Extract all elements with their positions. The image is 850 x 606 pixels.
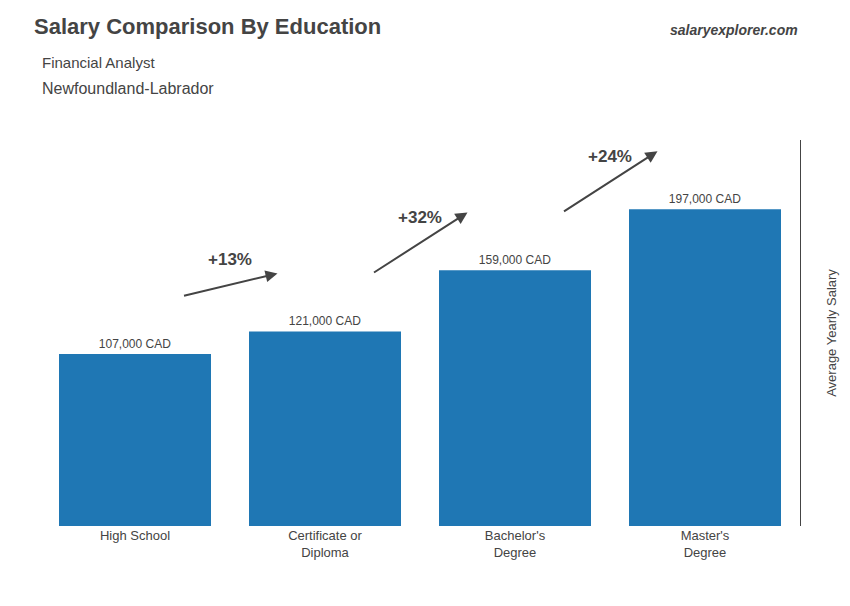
svg-text:Newfoundland-Labrador: Newfoundland-Labrador xyxy=(42,80,214,97)
svg-text:+24%: +24% xyxy=(588,147,632,166)
svg-text:Salary Comparison By Education: Salary Comparison By Education xyxy=(34,14,381,39)
svg-text:High School: High School xyxy=(100,528,170,543)
svg-text:Master'sDegree: Master'sDegree xyxy=(681,528,730,560)
svg-text:197,000 CAD: 197,000 CAD xyxy=(669,192,741,206)
svg-text:159,000 CAD: 159,000 CAD xyxy=(479,253,551,267)
svg-text:Financial Analyst: Financial Analyst xyxy=(42,54,155,71)
svg-text:121,000 CAD: 121,000 CAD xyxy=(289,314,361,328)
svg-text:salaryexplorer.com: salaryexplorer.com xyxy=(670,22,798,38)
svg-text:Certificate orDiploma: Certificate orDiploma xyxy=(288,528,362,560)
svg-text:+13%: +13% xyxy=(208,250,252,269)
svg-text:107,000 CAD: 107,000 CAD xyxy=(99,337,171,351)
svg-text:Average Yearly Salary: Average Yearly Salary xyxy=(824,269,839,397)
svg-text:+32%: +32% xyxy=(398,208,442,227)
svg-text:Bachelor'sDegree: Bachelor'sDegree xyxy=(485,528,546,560)
